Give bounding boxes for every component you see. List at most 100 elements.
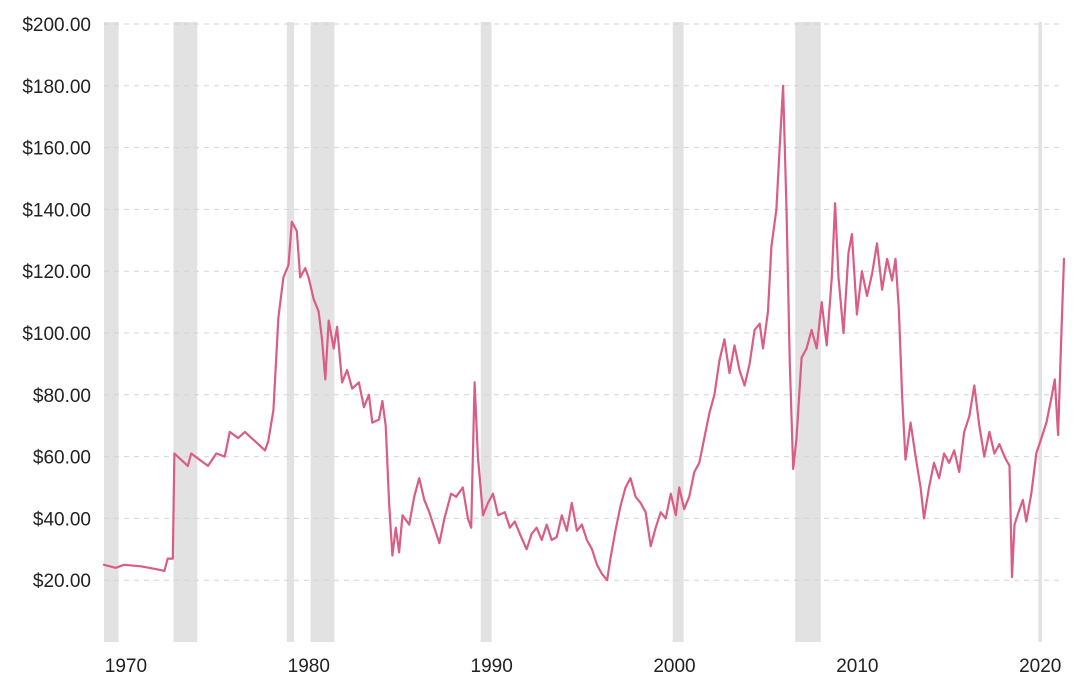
data-point bbox=[477, 456, 479, 458]
data-point bbox=[341, 381, 343, 384]
data-point bbox=[257, 443, 259, 445]
data-point bbox=[688, 496, 690, 498]
data-point bbox=[224, 456, 226, 458]
data-point bbox=[167, 557, 169, 560]
data-point bbox=[207, 465, 209, 467]
y-tick-label: $120.00 bbox=[22, 262, 91, 283]
data-point bbox=[826, 344, 828, 346]
data-point bbox=[891, 279, 893, 282]
data-point bbox=[886, 258, 888, 260]
data-point bbox=[172, 557, 174, 560]
y-tick-label: $180.00 bbox=[22, 77, 91, 98]
data-point bbox=[190, 452, 192, 455]
data-point bbox=[748, 363, 751, 365]
x-tick-label: 2020 bbox=[1019, 656, 1061, 677]
data-point bbox=[423, 499, 425, 501]
data-point bbox=[509, 527, 511, 529]
data-point bbox=[861, 270, 863, 272]
data-point bbox=[800, 357, 803, 359]
data-point bbox=[566, 530, 568, 532]
data-point bbox=[123, 564, 125, 566]
data-point bbox=[1063, 258, 1065, 260]
data-point bbox=[591, 548, 593, 550]
data-point bbox=[698, 462, 700, 464]
data-point bbox=[525, 548, 528, 550]
data-point bbox=[1035, 452, 1037, 455]
data-point bbox=[556, 536, 558, 538]
data-point bbox=[1040, 437, 1042, 439]
data-point bbox=[576, 530, 578, 532]
data-point bbox=[450, 493, 452, 495]
y-tick-label: $20.00 bbox=[33, 571, 91, 592]
x-axis-tick-labels: 1970 1980 1990 2000 2010 2020 bbox=[105, 656, 1062, 677]
data-point bbox=[782, 85, 784, 87]
data-point bbox=[770, 245, 772, 248]
data-point bbox=[856, 313, 858, 316]
y-tick-label: $80.00 bbox=[33, 386, 91, 407]
data-point bbox=[408, 523, 410, 526]
data-point bbox=[418, 477, 420, 479]
data-point bbox=[958, 471, 960, 473]
data-point bbox=[237, 437, 239, 439]
data-point bbox=[482, 514, 484, 516]
data-point bbox=[821, 301, 823, 303]
data-point bbox=[187, 465, 189, 467]
data-point bbox=[282, 276, 285, 278]
data-point bbox=[795, 437, 798, 439]
data-point bbox=[267, 440, 269, 442]
data-point bbox=[395, 527, 397, 529]
data-point bbox=[388, 502, 390, 504]
data-point bbox=[536, 527, 538, 529]
data-point bbox=[675, 514, 677, 516]
data-point bbox=[629, 477, 632, 479]
data-point bbox=[287, 264, 290, 266]
data-point bbox=[837, 276, 840, 278]
data-point bbox=[244, 431, 246, 433]
x-tick-label: 1990 bbox=[471, 656, 513, 677]
data-point bbox=[670, 493, 672, 495]
data-point bbox=[708, 412, 710, 414]
data-point bbox=[272, 409, 274, 411]
data-point bbox=[115, 567, 117, 569]
data-point bbox=[609, 557, 612, 560]
data-point bbox=[871, 273, 873, 275]
y-tick-label: $160.00 bbox=[22, 139, 91, 160]
data-point bbox=[655, 527, 657, 529]
data-point bbox=[229, 431, 231, 433]
data-point bbox=[530, 533, 533, 535]
data-point bbox=[173, 452, 176, 455]
data-point bbox=[492, 493, 494, 495]
data-point bbox=[645, 511, 647, 513]
data-point bbox=[713, 394, 715, 396]
data-point bbox=[779, 143, 781, 146]
data-point bbox=[1057, 434, 1059, 436]
x-tick-label: 1970 bbox=[105, 656, 147, 677]
recession-band bbox=[795, 22, 821, 642]
data-point bbox=[551, 539, 553, 541]
data-point bbox=[847, 252, 850, 254]
data-point bbox=[639, 502, 642, 504]
data-point bbox=[881, 289, 883, 291]
data-point bbox=[1022, 499, 1024, 501]
data-point bbox=[1045, 422, 1047, 424]
x-tick-label: 2010 bbox=[836, 656, 878, 677]
data-point bbox=[733, 344, 736, 346]
data-point bbox=[963, 431, 965, 433]
data-point bbox=[103, 564, 105, 566]
data-point bbox=[299, 276, 301, 278]
data-point bbox=[596, 564, 598, 566]
data-point bbox=[998, 443, 1001, 445]
price-series bbox=[102, 84, 1066, 582]
data-point bbox=[328, 320, 330, 322]
y-axis-tick-labels: $20.00 $40.00 $60.00 $80.00 $100.00 $120.00 $1… bbox=[22, 15, 91, 592]
data-point bbox=[660, 511, 662, 513]
data-point bbox=[1060, 329, 1063, 331]
data-point bbox=[321, 338, 323, 340]
data-point bbox=[968, 415, 970, 418]
data-point bbox=[504, 511, 506, 513]
data-point bbox=[398, 551, 400, 553]
data-point bbox=[876, 242, 878, 244]
data-point bbox=[624, 486, 627, 489]
data-point bbox=[140, 565, 142, 567]
